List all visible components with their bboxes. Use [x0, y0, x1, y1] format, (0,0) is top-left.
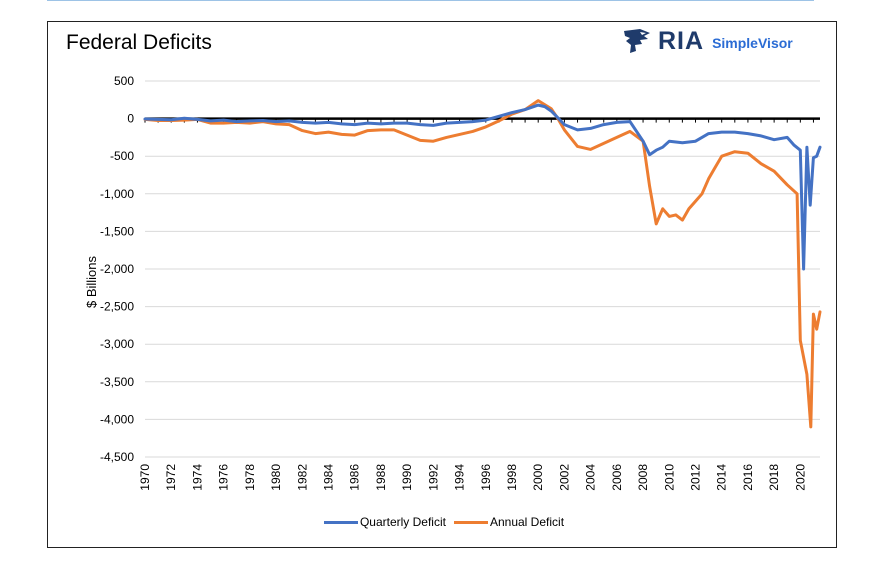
- x-tick-label: 1992: [426, 464, 440, 491]
- x-tick-labels: 1970 1972 1974 1976 1978 1980 1982 1984 1986 1988…: [138, 464, 807, 491]
- logo-brand-text: RIA: [658, 26, 705, 55]
- y-tick-labels: 500 0 -500 -1,000 -1,500 -2,000 -2,500 -3,000 -3…: [100, 74, 134, 464]
- y-tick-label: -2,500: [100, 300, 134, 314]
- x-tick-label: 2016: [741, 464, 755, 491]
- x-tick-label: 2010: [662, 464, 676, 491]
- x-tick-label: 1978: [243, 464, 257, 491]
- legend-swatch-annual: [453, 520, 488, 524]
- x-tick-label: 1970: [138, 464, 152, 491]
- legend: Quarterly Deficit Annual Deficit: [0, 515, 888, 529]
- x-tick-label: 1976: [217, 464, 231, 491]
- x-tick-label: 2020: [793, 464, 807, 491]
- ria-simplevisor-logo: RIA SimpleVisor: [622, 27, 793, 55]
- y-tick-label: -3,000: [100, 337, 134, 351]
- x-tick-label: 2008: [636, 464, 650, 491]
- y-tick-label: -1,000: [100, 187, 134, 201]
- x-tick-label: 1974: [190, 464, 204, 491]
- x-tick-label: 1994: [453, 464, 467, 491]
- legend-label-quarterly: Quarterly Deficit: [359, 515, 446, 529]
- x-tick-label: 1972: [164, 464, 178, 491]
- gridlines: [145, 80, 820, 458]
- y-tick-label: -500: [110, 149, 134, 163]
- legend-label-annual: Annual Deficit: [489, 515, 565, 529]
- annual-deficit-line: [143, 99, 822, 429]
- x-tick-label: 2014: [715, 464, 729, 491]
- data-series: [143, 99, 822, 429]
- y-tick-label: 500: [114, 74, 134, 88]
- y-tick-label: -2,000: [100, 262, 134, 276]
- x-tick-label: 2002: [557, 464, 571, 491]
- x-tick-label: 2012: [688, 464, 702, 491]
- x-tick-label: 2018: [767, 464, 781, 491]
- quarterly-deficit-line: [143, 103, 822, 271]
- y-tick-label: -3,500: [100, 375, 134, 389]
- y-tick-label: -1,500: [100, 224, 134, 238]
- logo-product-text: SimpleVisor: [712, 35, 793, 51]
- legend-item-quarterly: Quarterly Deficit: [323, 515, 446, 529]
- top-rule: [47, 0, 814, 1]
- x-tick-label: 1996: [479, 464, 493, 491]
- y-axis-label: $ Billions: [84, 255, 99, 308]
- chart-title: Federal Deficits: [66, 31, 212, 54]
- x-tick-label: 1980: [269, 464, 283, 491]
- y-tick-label: -4,500: [100, 450, 134, 464]
- legend-item-annual: Annual Deficit: [453, 515, 565, 529]
- x-tick-label: 1986: [348, 464, 362, 491]
- x-tick-label: 1990: [400, 464, 414, 491]
- x-tick-label: 1982: [295, 464, 309, 491]
- legend-swatch-quarterly: [323, 520, 358, 524]
- eagle-head-icon: [624, 29, 650, 53]
- x-tick-label: 1998: [505, 464, 519, 491]
- y-tick-label: 0: [127, 112, 134, 126]
- x-tick-label: 1984: [321, 464, 335, 491]
- y-tick-label: -4,000: [100, 412, 134, 426]
- x-tick-label: 2004: [584, 464, 598, 491]
- x-tick-label: 2006: [610, 464, 624, 491]
- x-tick-label: 1988: [374, 464, 388, 491]
- chart-frame: [47, 21, 837, 548]
- x-tick-label: 2000: [531, 464, 545, 491]
